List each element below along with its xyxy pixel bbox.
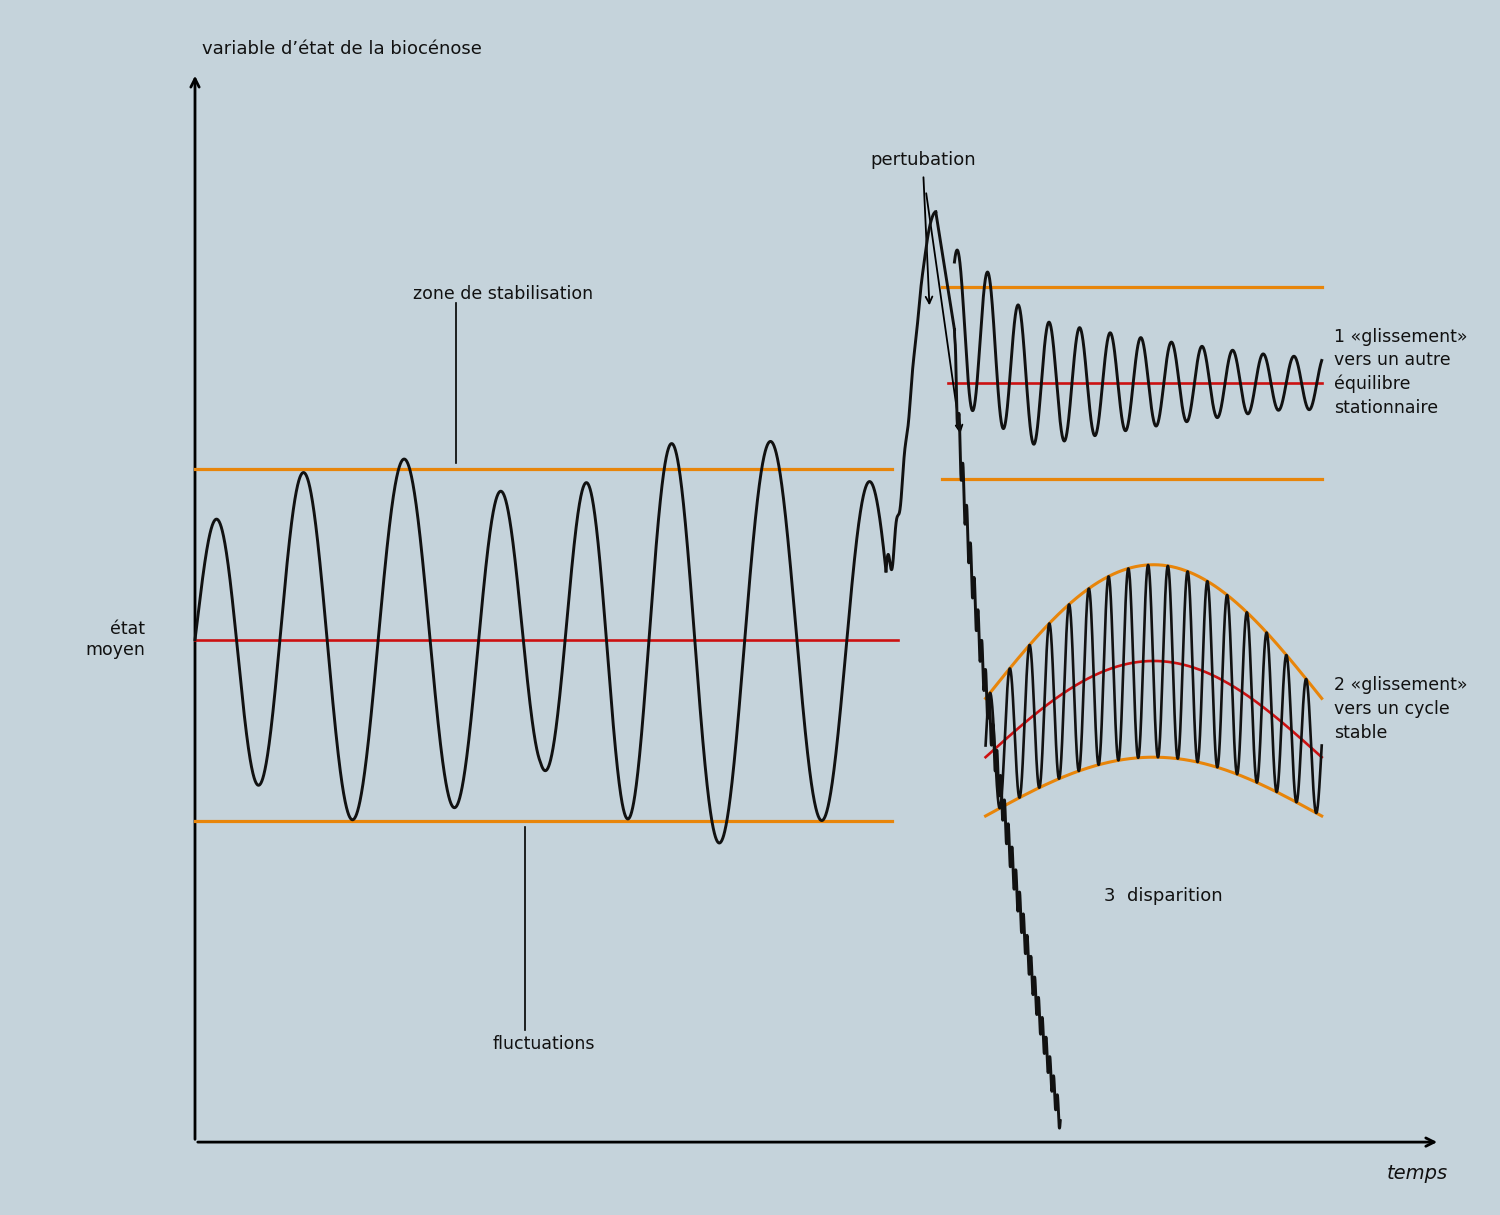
Text: fluctuations: fluctuations (492, 1035, 596, 1053)
Text: zone de stabilisation: zone de stabilisation (413, 284, 592, 303)
Text: temps: temps (1386, 1164, 1448, 1183)
Text: 1 «glissement»
vers un autre
équilibre
stationnaire: 1 «glissement» vers un autre équilibre s… (1334, 328, 1467, 417)
Text: état
moyen: état moyen (86, 620, 146, 659)
Text: 2 «glissement»
vers un cycle
stable: 2 «glissement» vers un cycle stable (1334, 677, 1467, 741)
Text: variable d’état de la biocénose: variable d’état de la biocénose (202, 40, 483, 58)
Text: 3  disparition: 3 disparition (1104, 887, 1222, 905)
Text: pertubation: pertubation (870, 151, 976, 169)
